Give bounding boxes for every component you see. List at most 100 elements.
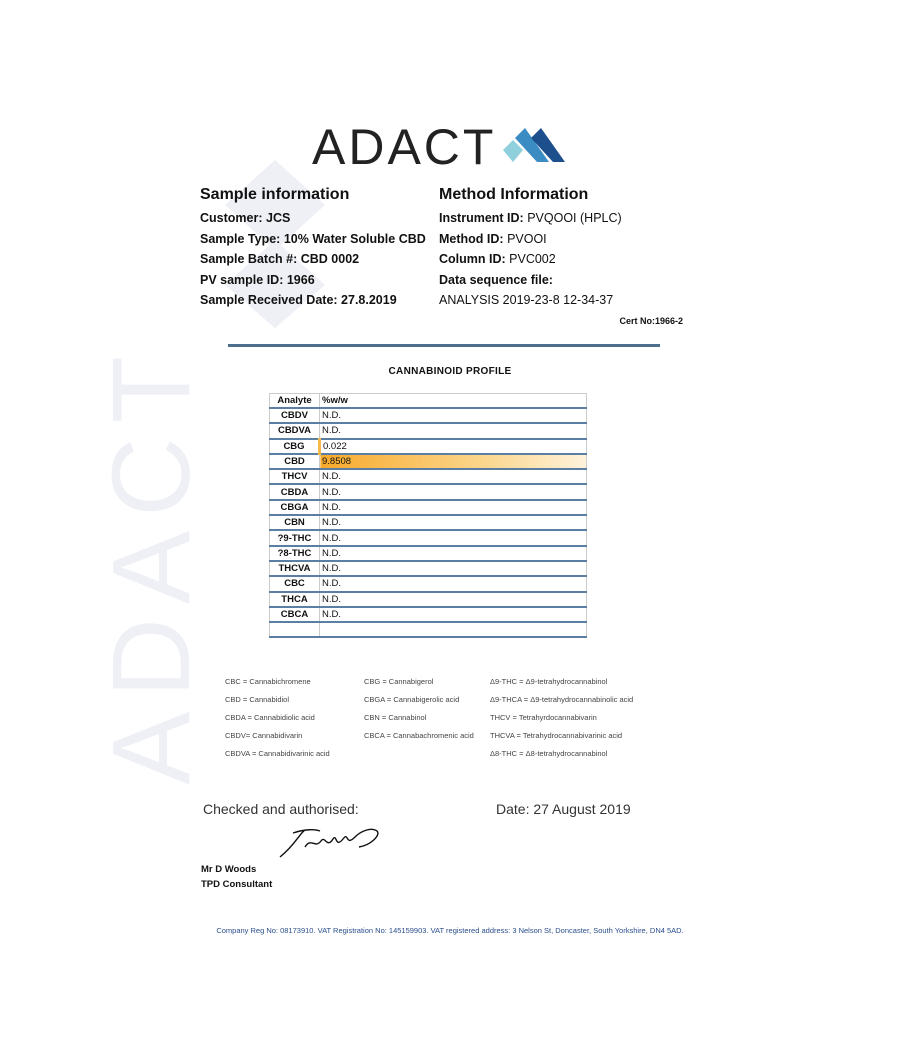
field-value: ANALYSIS 2019-23-8 12-34-37 bbox=[439, 293, 614, 307]
footer: Company Reg No: 08173910. VAT Registrati… bbox=[216, 926, 684, 935]
sample-info: Sample information Customer: JCS Sample T… bbox=[200, 186, 426, 308]
legend-item: THCVA = Tetrahydrocannabivarinic acid bbox=[490, 731, 623, 740]
analyte-cell: THCV bbox=[269, 469, 320, 486]
legend-item: Δ9-THC = Δ9-tetrahydrocannabinol bbox=[490, 677, 608, 686]
value-cell: N.D. bbox=[319, 530, 587, 547]
watermark: ADACT bbox=[89, 342, 213, 785]
sample-row: Sample Batch #: CBD 0002 bbox=[200, 252, 426, 267]
method-row: Instrument ID: PVQOOI (HPLC) bbox=[439, 211, 622, 226]
cannabinoid-table: Analyte %w/w CBDV N.D. CBDVA N.D. CBG 0.022 CB… bbox=[269, 393, 587, 639]
analyte-cell bbox=[269, 622, 320, 639]
legend-item: CBG = Cannabigerol bbox=[364, 677, 434, 686]
method-row: Column ID: PVC002 bbox=[439, 252, 622, 267]
value-cell: N.D. bbox=[319, 484, 587, 501]
field-label: Data sequence file: bbox=[439, 272, 553, 287]
signer-name: Mr D Woods bbox=[201, 864, 257, 875]
field-label: Method ID: bbox=[439, 231, 504, 246]
sample-row: Sample Type: 10% Water Soluble CBD bbox=[200, 232, 426, 247]
field-label: PV sample ID: bbox=[200, 272, 284, 287]
method-row: ANALYSIS 2019-23-8 12-34-37 bbox=[439, 293, 622, 308]
legend-item: Δ8-THC = Δ8-tetrahydrocannabinol bbox=[490, 749, 608, 758]
analyte-cell: CBGA bbox=[269, 499, 320, 517]
value-cell: N.D. bbox=[319, 469, 587, 486]
analyte-cell: CBC bbox=[269, 576, 320, 593]
field-value: 10% Water Soluble CBD bbox=[283, 231, 426, 246]
legend-item: CBD = Cannabidiol bbox=[225, 695, 289, 704]
table-row: ?9-THC N.D. bbox=[269, 530, 587, 547]
divider bbox=[228, 344, 660, 347]
analyte-cell: CBD bbox=[269, 453, 320, 471]
table-row: THCV N.D. bbox=[269, 469, 587, 486]
legend-item: CBC = Cannabichromene bbox=[225, 677, 311, 686]
field-value: JCS bbox=[266, 211, 291, 225]
logo-mark bbox=[503, 128, 565, 162]
value-cell: N.D. bbox=[319, 499, 587, 517]
field-label: Sample Type: bbox=[200, 231, 281, 246]
analyte-cell: CBN bbox=[269, 515, 320, 532]
legend-item: THCV = Tetrahyrdocannabivarin bbox=[490, 713, 597, 722]
field-value: 27.8.2019 bbox=[341, 293, 397, 307]
method-row: Method ID: PVOOI bbox=[439, 232, 622, 247]
table-row: THCVA N.D. bbox=[269, 560, 587, 578]
value-cell bbox=[319, 622, 587, 639]
checked-label: Checked and authorised: bbox=[203, 801, 359, 817]
analyte-cell: CBCA bbox=[269, 606, 320, 624]
legend-item: CBGA = Cannabigerolic acid bbox=[364, 695, 460, 704]
table-row: CBGA N.D. bbox=[269, 499, 587, 517]
legend-item: CBN = Cannabinol bbox=[364, 713, 427, 722]
sample-heading: Sample information bbox=[200, 186, 350, 203]
value-cell: N.D. bbox=[319, 545, 587, 562]
sign-date: Date: 27 August 2019 bbox=[496, 801, 631, 817]
analyte-cell: CBG bbox=[269, 438, 320, 455]
table-row: CBCA N.D. bbox=[269, 606, 587, 624]
table-row: THCA N.D. bbox=[269, 591, 587, 608]
field-label: Customer: bbox=[200, 211, 263, 225]
field-value: PVOOI bbox=[507, 231, 547, 246]
table-row: CBD 9.8508 bbox=[269, 453, 587, 471]
signature bbox=[279, 828, 379, 858]
legend-item: CBDA = Cannabidiolic acid bbox=[225, 713, 315, 722]
field-label: Instrument ID: bbox=[439, 211, 524, 225]
signer-role: TPD Consultant bbox=[201, 879, 273, 890]
value-cell: N.D. bbox=[319, 576, 587, 593]
analyte-cell: CBDV bbox=[269, 408, 320, 425]
legend-item: Δ9-THCA = Δ9-tetrahydrocannabinolic acid bbox=[490, 695, 634, 704]
value-cell: N.D. bbox=[319, 408, 587, 425]
field-value: CBD 0002 bbox=[300, 252, 360, 266]
field-value: PVQOOI (HPLC) bbox=[527, 211, 622, 225]
legend-item: CBCA = Cannabachromenic acid bbox=[364, 731, 474, 740]
method-info: Method Information Instrument ID: PVQOOI… bbox=[439, 186, 622, 308]
sample-row: PV sample ID: 1966 bbox=[200, 273, 426, 288]
value-cell: N.D. bbox=[319, 423, 587, 440]
profile-title: CANNABINOID PROFILE bbox=[388, 366, 512, 377]
header-analyte: Analyte bbox=[269, 393, 320, 409]
table-row: CBG 0.022 bbox=[269, 438, 587, 455]
sample-row: Sample Received Date: 27.8.2019 bbox=[200, 293, 426, 308]
value-cell: 0.022 bbox=[318, 438, 587, 455]
field-label: Sample Received Date: bbox=[200, 293, 338, 307]
analyte-cell: CBDA bbox=[269, 484, 320, 501]
value-cell: N.D. bbox=[319, 606, 587, 624]
table-row: CBN N.D. bbox=[269, 515, 587, 532]
value-cell: N.D. bbox=[319, 515, 587, 532]
header-wt: %w/w bbox=[319, 393, 587, 409]
table-row bbox=[269, 622, 587, 639]
sample-row: Customer: JCS bbox=[200, 211, 426, 226]
field-label: Column ID: bbox=[439, 252, 506, 266]
analyte-cell: THCA bbox=[269, 591, 320, 608]
value-cell: N.D. bbox=[319, 560, 587, 578]
analyte-cell: CBDVA bbox=[269, 423, 320, 440]
field-label: Sample Batch #: bbox=[200, 252, 298, 266]
table-row: CBC N.D. bbox=[269, 576, 587, 593]
table-row: CBDA N.D. bbox=[269, 484, 587, 501]
value-cell: N.D. bbox=[319, 591, 587, 608]
analyte-cell: ?9-THC bbox=[269, 530, 320, 547]
table-row: CBDV N.D. bbox=[269, 408, 587, 425]
table-row: ?8-THC N.D. bbox=[269, 545, 587, 562]
legend-item: CBDV= Cannabidivarin bbox=[225, 731, 303, 740]
field-value: 1966 bbox=[286, 272, 315, 287]
method-heading: Method Information bbox=[439, 186, 589, 203]
logo-text: ADACT bbox=[312, 119, 497, 175]
value-cell: 9.8508 bbox=[319, 453, 587, 471]
method-row: Data sequence file: bbox=[439, 273, 622, 288]
